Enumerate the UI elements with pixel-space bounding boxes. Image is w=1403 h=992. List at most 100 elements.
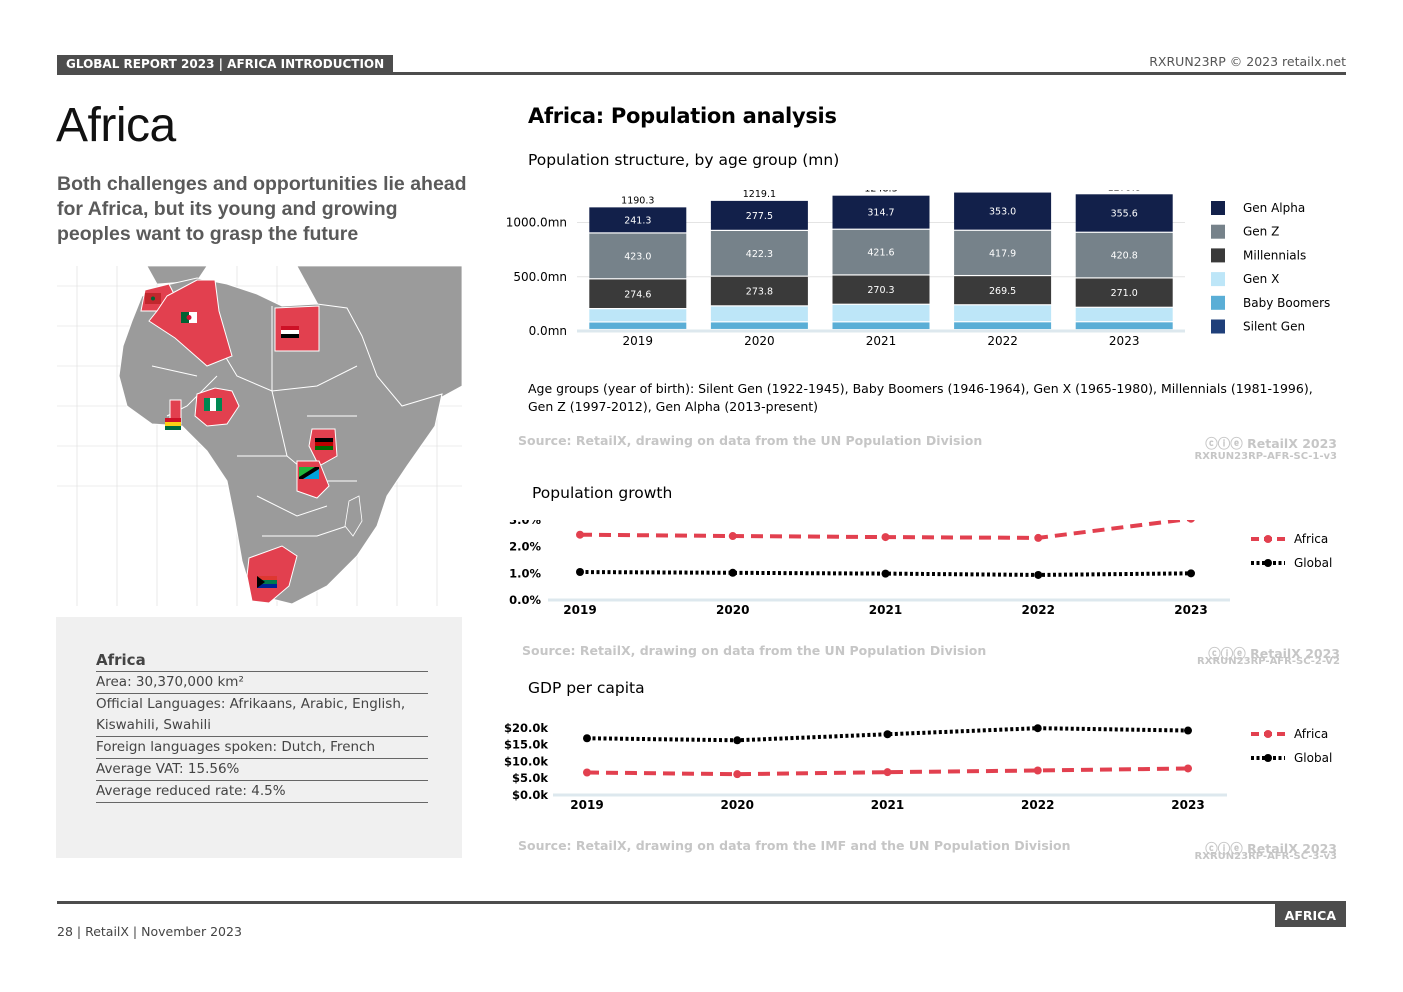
gdp-point bbox=[883, 730, 892, 739]
pop-bar-label: 421.6 bbox=[867, 248, 894, 259]
gdp-point bbox=[883, 768, 892, 777]
pop-legend-label: Gen X bbox=[1243, 272, 1279, 286]
fact-average-vat: Average VAT: 15.56% bbox=[96, 759, 428, 781]
growth-legend-marker bbox=[1264, 559, 1272, 567]
pop-bar-label: 420.8 bbox=[1111, 251, 1138, 262]
growth-chart-code: RXRUN23RP-AFR-SC-2-V2 bbox=[1197, 656, 1340, 667]
gdp-x-tick: 2023 bbox=[1171, 798, 1204, 812]
fact-reduced-rate: Average reduced rate: 4.5% bbox=[96, 781, 428, 803]
pop-bar-segment bbox=[589, 207, 687, 233]
flag-algeria-icon bbox=[181, 312, 197, 323]
country-facts-heading: Africa bbox=[96, 651, 428, 672]
pop-bar-segment bbox=[1075, 232, 1173, 278]
growth-point bbox=[1187, 520, 1195, 523]
pop-bar-total: 1248.3 bbox=[864, 190, 897, 195]
growth-y-tick: 2.0% bbox=[509, 540, 541, 554]
pop-legend-swatch bbox=[1211, 224, 1225, 239]
pop-bar-label: 274.6 bbox=[624, 289, 651, 300]
pop-x-tick: 2019 bbox=[623, 334, 654, 348]
gdp-line-global bbox=[586, 726, 1189, 743]
pop-bar-segment bbox=[954, 230, 1052, 275]
population-growth-chart: 0.0% 1.0% 2.0% 3.0% 2019 2020 2021 2022 2023 Afri… bbox=[509, 520, 1332, 617]
gdp-point bbox=[733, 770, 742, 779]
pop-bar-total: 1279.8 bbox=[1108, 190, 1141, 193]
section-title: Africa: Population analysis bbox=[528, 104, 837, 128]
growth-point bbox=[881, 533, 890, 542]
gdp-legend-marker bbox=[1264, 730, 1272, 738]
pop-bar-segment bbox=[832, 322, 930, 330]
flag-kenya-icon bbox=[315, 438, 333, 450]
gdp-line-africa bbox=[586, 766, 1189, 777]
pop-bar-total: 1190.3 bbox=[621, 195, 654, 206]
pop-bar-segment bbox=[589, 279, 687, 308]
pop-bar-segment bbox=[710, 322, 808, 329]
growth-x-tick: 2020 bbox=[716, 603, 749, 617]
pop-bar-segment bbox=[710, 230, 808, 276]
gdp-point bbox=[1033, 724, 1042, 733]
pop-bar-segment bbox=[710, 306, 808, 322]
pop-bar-label: 422.3 bbox=[746, 249, 773, 260]
growth-point bbox=[881, 569, 890, 578]
population-chart-title: Population structure, by age group (mn) bbox=[528, 151, 840, 169]
growth-y-tick: 0.0% bbox=[509, 593, 541, 607]
pop-legend-swatch bbox=[1211, 248, 1225, 263]
pop-bar-segment bbox=[1075, 322, 1173, 330]
gdp-point bbox=[1033, 766, 1042, 775]
population-chart-code: RXRUN23RP-AFR-SC-1-v3 bbox=[1194, 451, 1337, 462]
flag-morocco-icon bbox=[145, 293, 161, 304]
pop-x-tick: 2022 bbox=[987, 334, 1018, 348]
pop-legend-label: Millennials bbox=[1243, 248, 1306, 262]
pop-bar-label: 270.3 bbox=[867, 285, 894, 296]
gdp-point bbox=[583, 734, 591, 743]
footer-divider bbox=[57, 901, 1346, 904]
pop-bar-label: 241.3 bbox=[624, 215, 651, 226]
country-facts-panel: Africa Area: 30,370,000 km² Official Lan… bbox=[56, 617, 462, 858]
pop-bar-segment bbox=[954, 322, 1052, 330]
growth-chart-title: Population growth bbox=[532, 484, 673, 502]
growth-x-tick: 2022 bbox=[1022, 603, 1055, 617]
pop-bar-segment bbox=[1075, 194, 1173, 232]
pop-bar-label: 314.7 bbox=[867, 208, 894, 219]
pop-x-tick: 2021 bbox=[866, 334, 897, 348]
gdp-chart-code: RXRUN23RP-AFR-SC-3-v3 bbox=[1194, 851, 1337, 862]
pop-legend-swatch bbox=[1211, 295, 1225, 310]
population-structure-chart: 0.0mn 500.0mn 1000.0mn 274.6 423.0 241.3 1190.… bbox=[506, 190, 1331, 348]
fact-official-languages: Official Languages: Afrikaans, Arabic, E… bbox=[96, 694, 428, 737]
flag-egypt-icon bbox=[281, 326, 299, 338]
gdp-x-tick: 2020 bbox=[721, 798, 754, 812]
pop-x-tick: 2020 bbox=[744, 334, 775, 348]
flag-tanzania-icon bbox=[299, 467, 319, 479]
pop-bar-segment bbox=[832, 304, 930, 322]
growth-point bbox=[728, 532, 737, 541]
gdp-x-tick: 2021 bbox=[871, 798, 904, 812]
header-divider bbox=[57, 72, 1346, 75]
flag-south-africa-icon bbox=[257, 576, 277, 588]
map-flags bbox=[145, 293, 333, 588]
pop-bar-segment bbox=[832, 275, 930, 304]
growth-point bbox=[1187, 569, 1195, 578]
growth-y-tick: 1.0% bbox=[509, 566, 541, 580]
pop-x-tick: 2023 bbox=[1109, 334, 1140, 348]
page-subtitle: Both challenges and opportunities lie ah… bbox=[57, 173, 467, 245]
gdp-y-tick: $0.0k bbox=[512, 788, 548, 802]
gdp-x-tick: 2022 bbox=[1021, 798, 1054, 812]
pop-legend-label: Gen Alpha bbox=[1243, 201, 1305, 215]
map-south-africa bbox=[246, 545, 298, 604]
gdp-x-tick: 2019 bbox=[570, 798, 603, 812]
growth-point bbox=[576, 530, 584, 539]
gdp-legend-label: Global bbox=[1294, 751, 1332, 765]
gdp-chart-title: GDP per capita bbox=[528, 679, 645, 697]
pop-bar-segment bbox=[589, 233, 687, 279]
pop-bar-segment bbox=[832, 229, 930, 275]
pop-legend-label: Gen Z bbox=[1243, 225, 1279, 239]
pop-y-tick: 1000.0mn bbox=[506, 216, 567, 230]
pop-legend-swatch bbox=[1211, 272, 1225, 287]
gdp-legend-marker bbox=[1264, 754, 1272, 762]
growth-x-tick: 2023 bbox=[1174, 603, 1207, 617]
gdp-y-tick: $15.0k bbox=[504, 738, 548, 752]
pop-bar-segment bbox=[954, 192, 1052, 230]
report-code: RXRUN23RP © 2023 retailx.net bbox=[1149, 54, 1346, 69]
map-madagascar bbox=[344, 495, 363, 537]
pop-bar-segment bbox=[954, 305, 1052, 322]
growth-legend-label: Global bbox=[1294, 556, 1332, 570]
